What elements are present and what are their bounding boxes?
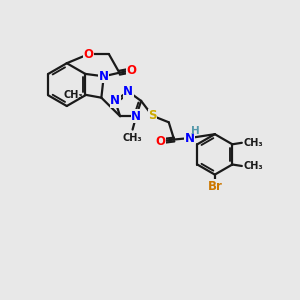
Text: O: O	[83, 48, 93, 61]
Text: O: O	[156, 134, 166, 148]
Text: Br: Br	[207, 180, 222, 193]
Text: CH₃: CH₃	[123, 133, 142, 142]
Text: CH₃: CH₃	[243, 161, 263, 171]
Text: CH₃: CH₃	[64, 90, 83, 100]
Text: S: S	[148, 109, 157, 122]
Text: N: N	[123, 85, 133, 98]
Text: N: N	[184, 131, 195, 145]
Text: N: N	[110, 94, 120, 107]
Text: N: N	[99, 70, 109, 83]
Text: N: N	[131, 110, 141, 123]
Text: O: O	[127, 64, 137, 77]
Text: H: H	[190, 126, 199, 136]
Text: CH₃: CH₃	[243, 138, 263, 148]
